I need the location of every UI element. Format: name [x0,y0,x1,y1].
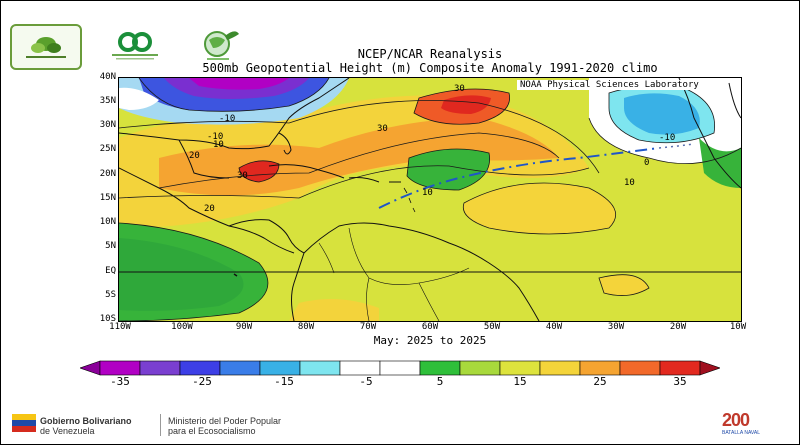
colorbar-swatch [419,360,461,376]
colorbar-swatch [339,360,381,376]
colorbar-label: 5 [436,375,444,388]
colorbar-swatch [299,360,341,376]
ministry-line1: Ministerio del Poder Popular [168,416,282,426]
colorbar-label: 25 [593,375,607,388]
lat-label: 10S [99,314,116,324]
colorbar-swatch [619,360,661,376]
colorbar-swatch [499,360,541,376]
colorbar [80,360,720,376]
lon-label: 50W [483,322,501,332]
colorbar-swatch [179,360,221,376]
colorbar-label: -35 [110,375,130,388]
leaf-icon [26,37,66,58]
colorbar-min-arrow [80,360,101,376]
footer-divider [160,414,161,436]
colorbar-swatch [139,360,181,376]
gov-name-line2: de Venezuela [40,426,95,436]
lat-label: 15N [99,193,116,203]
badge-caption: BATALLA NAVAL [722,430,760,436]
lon-label: 20W [669,322,687,332]
lon-label: 10W [729,322,747,332]
contour-label: 10 [624,178,635,188]
contour-label: 30 [377,124,388,134]
co-circle-icon [112,32,158,60]
globe-icon [204,31,239,60]
colorbar-swatch [219,360,261,376]
colorbar-swatch [99,360,141,376]
colorbar-label: 15 [513,375,527,388]
map-title-line2: 500mb Geopotential Height (m) Composite … [202,61,658,75]
lon-label: 70W [359,322,377,332]
gov-name-line1: Gobierno Bolivariano [40,416,132,426]
colorbar-label: 35 [673,375,687,388]
lat-label: 30N [99,120,116,130]
lat-label: 5S [105,290,116,300]
venezuela-flag-logo [12,414,36,432]
colorbar-label: -25 [192,375,212,388]
contour-label: 0 [644,158,650,168]
contour-label: -10 [659,133,676,143]
contour-label: -10 [207,132,224,142]
contour-label: 10 [422,188,433,198]
anomaly-map: 30 30 30 -10 -10 -10 10 10 10 20 20 0 NO… [118,77,742,322]
colorbar-max-arrow [699,360,720,376]
lat-label: EQ [105,266,116,276]
contour-label: 10 [213,140,224,150]
lon-label: 80W [297,322,315,332]
lon-label: 30W [607,322,625,332]
ministry-leaf-logo [10,24,82,70]
colorbar-label: -15 [274,375,294,388]
ministry-line2: para el Ecosocialismo [168,426,256,436]
contour-label: 20 [204,204,215,214]
anomaly-field [119,78,741,321]
colorbar-swatch [459,360,501,376]
contour-label: 20 [189,151,200,161]
period-label: May: 2025 to 2025 [373,334,487,347]
colorbar-swatch [379,360,421,376]
colorbar-swatch [659,360,701,376]
map-title-line1: NCEP/NCAR Reanalysis [357,47,503,61]
badge-year: 200 [722,410,750,430]
bicentennial-badge: 200 BATALLA NAVAL [718,410,774,440]
globe-logo [195,26,243,64]
lat-label: 10N [99,217,116,227]
co-logo [106,30,164,62]
colorbar-swatch [579,360,621,376]
lon-label: 40W [545,322,563,332]
flag-icon [12,414,36,432]
lon-label: 60W [421,322,439,332]
lat-label: 25N [99,144,116,154]
lon-label: 100W [171,322,193,332]
contour-label: -10 [219,114,236,124]
lat-label: 20N [99,169,116,179]
credit-label: NOAA Physical Sciences Laboratory [517,80,702,90]
contour-label: 30 [237,171,248,181]
lat-label: 40N [99,72,116,82]
colorbar-label: -5 [359,375,373,388]
lon-label: 110W [109,322,131,332]
lon-label: 90W [235,322,253,332]
contour-label: 30 [454,84,465,94]
colorbar-swatch [539,360,581,376]
lat-label: 35N [99,96,116,106]
lat-label: 5N [105,241,116,251]
colorbar-swatch [259,360,301,376]
